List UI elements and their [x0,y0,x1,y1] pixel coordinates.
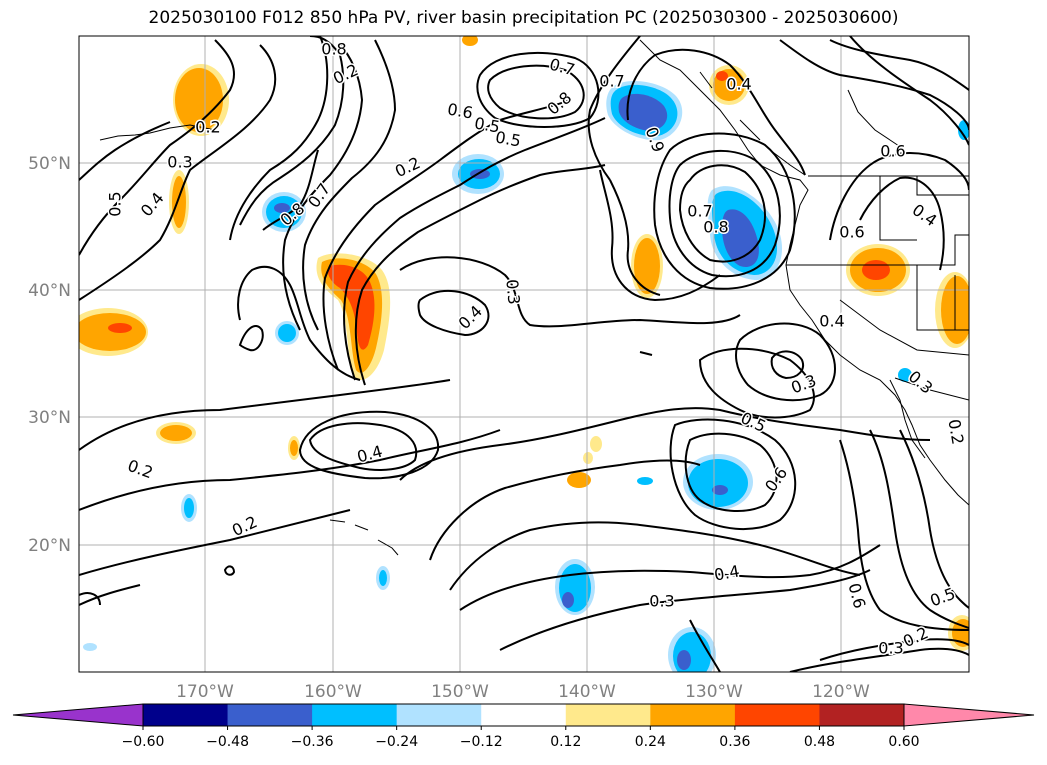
colorbar-tick-label: −0.60 [122,734,165,750]
colorbar-tick-label: 0.12 [550,734,581,750]
coastlines [99,39,969,556]
colorbar-segment [143,704,229,726]
negative-region-gulf-alaska [606,80,683,141]
contour-label: 0.6 [839,223,864,242]
contour-label: 0.6 [880,142,905,161]
contour-label: 0.7 [687,202,712,221]
positive-region-central-streak [316,253,391,380]
pv-contours [79,36,969,672]
colorbar-segment [650,704,736,726]
colorbar-segment [227,704,313,726]
contour-label: 0.3 [167,153,192,172]
negative-region-pacific-nw [707,186,783,280]
negative-region-subtropical [683,454,753,510]
colorbar-tick-label: −0.48 [206,734,249,750]
colorbar-extend-right [903,703,1035,727]
contour-label: 0.2 [195,118,220,137]
colorbar-extend-left [12,703,144,727]
contour-label: 0.3 [649,592,674,611]
colorbar: −0.60 −0.48 −0.36 −0.24 −0.12 0.12 0.24 0.36 0.4… [12,703,1035,750]
contour-label: 0.8 [703,218,728,237]
contour-label: 0.7 [599,72,624,91]
colorbar-tick-label: −0.24 [375,734,418,750]
positive-region-great-basin [846,244,910,296]
colorbar-tick-label: 0.48 [804,734,835,750]
colorbar-segment [312,704,398,726]
lon-tick: 140°W [558,682,616,702]
positive-region-se-corner [948,615,969,651]
lon-tick: 170°W [176,682,234,702]
contour-label: 0.5 [106,191,125,216]
plot-frame [78,35,970,673]
contour-label: 0.4 [726,75,751,94]
lat-tick: 20°N [28,536,71,556]
positive-region-small-3 [567,436,602,488]
colorbar-segment [481,704,567,726]
shaded-regions [79,36,969,672]
positive-region-gulf-alaska [709,65,749,105]
contour-label: 0.4 [819,312,844,331]
negative-region-south-1 [555,559,595,615]
contour-label: 0.3 [502,278,523,305]
negative-region-small-a [275,321,299,345]
positive-region-east-pacific [631,234,663,298]
lon-tick: 130°W [685,682,743,702]
positive-region-aleutian-w [173,64,229,136]
contour-label: 0.5 [494,127,522,150]
contour-label: 0.3 [878,639,903,658]
colorbar-segment [396,704,482,726]
latitude-tick-labels: 50°N 40°N 30°N 20°N [28,154,71,556]
negative-region-small-b [83,36,969,651]
positive-region-small-2 [288,436,300,460]
positive-region-west-edge [79,308,148,356]
lat-tick: 40°N [28,281,71,301]
colorbar-tick-label: 0.36 [719,734,750,750]
colorbar-segment [565,704,651,726]
lon-tick: 160°W [304,682,362,702]
contour-label: 0.8 [321,40,346,59]
country-borders [786,175,969,401]
colorbar-tick-label: 0.60 [888,734,919,750]
colorbar-frame [142,703,905,727]
colorbar-tick-label: −0.36 [291,734,334,750]
positive-region-small-1 [156,422,196,444]
colorbar-tick-label: 0.24 [635,734,666,750]
lat-tick: 30°N [28,408,71,428]
colorbar-segment [819,704,905,726]
lon-tick: 120°W [812,682,870,702]
lon-tick: 150°W [431,682,489,702]
map-title: 2025030100 F012 850 hPa PV, river basin … [148,8,899,28]
longitude-tick-labels: 170°W 160°W 150°W 140°W 130°W 120°W [176,682,870,702]
colorbar-tick-label: −0.12 [460,734,503,750]
colorbar-segment [734,704,820,726]
lat-tick: 50°N [28,154,71,174]
